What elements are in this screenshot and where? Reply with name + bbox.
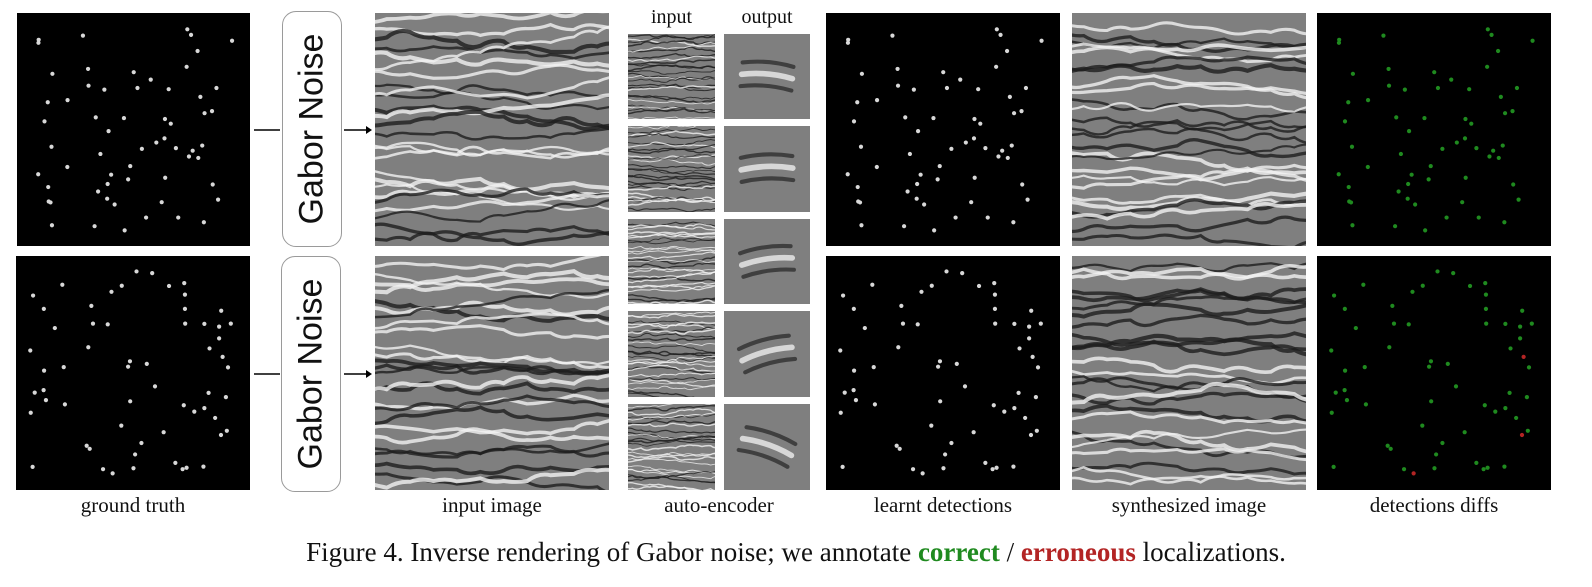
learnt-detections-top (826, 13, 1060, 246)
input-image-top (375, 13, 609, 246)
autoencoder-output-patch (724, 126, 810, 212)
caption-learnt-detections: learnt detections (873, 493, 1013, 517)
detections-diffs-top (1317, 13, 1551, 246)
gabor-noise-box-top: Gabor Noise (282, 11, 342, 247)
autoencoder-input-patch (628, 219, 715, 304)
autoencoder-output-header: output (741, 6, 793, 28)
caption-input-image: input image (442, 493, 542, 517)
input-image-bottom (375, 256, 609, 490)
caption-auto-encoder: auto-encoder (664, 493, 774, 517)
autoencoder-input-header: input (650, 6, 693, 28)
gabor-noise-label-top: Gabor Noise (292, 33, 331, 225)
erroneous-label: erroneous (1020, 537, 1136, 567)
autoencoder-input-patch (628, 311, 715, 397)
gabor-noise-label-bottom: Gabor Noise (291, 278, 330, 470)
gabor-noise-box-bottom: Gabor Noise (281, 256, 341, 492)
arrow-bottom (254, 366, 372, 382)
ground-truth-top (17, 13, 250, 246)
detections-diffs-bottom (1317, 256, 1551, 490)
caption-synthesized-image: synthesized image (1111, 493, 1267, 517)
synthesized-image-bottom (1072, 256, 1306, 490)
synthesized-image-top (1072, 13, 1306, 246)
autoencoder-output-patch (724, 34, 810, 119)
autoencoder-input-patch (628, 34, 715, 119)
autoencoder-output-patch (724, 404, 810, 490)
figure-caption-suffix: localizations. (1135, 537, 1286, 567)
caption-detections-diffs: detections diffs (1369, 493, 1499, 517)
autoencoder-output-patch (724, 311, 810, 397)
caption-ground-truth: ground truth (80, 493, 186, 517)
learnt-detections-bottom (826, 256, 1060, 490)
autoencoder-output-patch (724, 219, 810, 304)
figure-caption: Figure 4. Inverse rendering of Gabor noi… (0, 537, 1592, 568)
figure-caption-prefix: Figure 4. Inverse rendering of Gabor noi… (306, 537, 918, 567)
ground-truth-bottom (16, 256, 250, 490)
correct-label: correct (917, 537, 1000, 567)
autoencoder-input-patch (628, 126, 715, 212)
arrow-top (254, 122, 372, 138)
figure-caption-separator: / (999, 537, 1021, 567)
autoencoder-input-patch (628, 404, 715, 490)
